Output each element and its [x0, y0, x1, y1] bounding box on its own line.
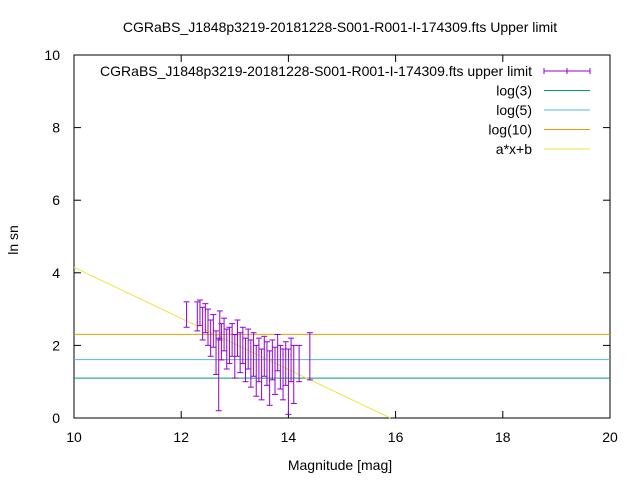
- errorbar-point: [221, 317, 228, 352]
- x-tick-label: 20: [602, 429, 618, 445]
- errorbar-point: [250, 332, 257, 377]
- errorbar-point: [280, 348, 287, 401]
- errorbar-point: [196, 299, 203, 326]
- x-tick-label: 18: [495, 429, 511, 445]
- legend-entry: log(10): [488, 122, 590, 138]
- y-axis-label: ln sn: [5, 225, 21, 255]
- y-tick-label: 8: [52, 120, 60, 136]
- errorbar-point: [207, 319, 214, 357]
- errorbar-point: [296, 344, 303, 383]
- errorbar-point: [239, 326, 246, 365]
- errorbar-point: [253, 344, 260, 397]
- errorbar-point: [258, 348, 265, 401]
- legend: CGRaBS_J1848p3219-20181228-S001-R001-I-1…: [100, 63, 591, 157]
- errorbar-point: [306, 332, 313, 381]
- errorbar-point: [290, 344, 297, 404]
- errorbar-point: [234, 319, 241, 357]
- legend-entry: log(5): [496, 102, 590, 118]
- legend-entry: log(3): [496, 83, 590, 99]
- legend-label: a*x+b: [496, 141, 532, 157]
- errorbar-point: [255, 337, 262, 383]
- errorbar-point: [263, 341, 270, 386]
- errorbar-point: [274, 334, 281, 372]
- plot-area-frame: [73, 54, 611, 419]
- plot-lines: [73, 266, 610, 419]
- y-tick-label: 0: [52, 410, 60, 426]
- x-tick-label: 10: [66, 429, 82, 445]
- errorbar-point: [245, 328, 252, 370]
- errorbar-point: [269, 339, 276, 381]
- errorbar-point: [199, 306, 206, 341]
- errorbar-series: [183, 299, 313, 415]
- y-tick-label: 6: [52, 192, 60, 208]
- errorbar-point: [183, 301, 190, 328]
- errorbar-point: [247, 339, 254, 388]
- x-tick-label: 16: [388, 429, 404, 445]
- errorbar-point: [215, 337, 222, 412]
- legend-label: log(10): [488, 122, 532, 138]
- errorbar-point: [282, 341, 289, 386]
- errorbar-point: [223, 328, 230, 370]
- errorbar-point: [229, 323, 236, 357]
- errorbar-point: [261, 335, 268, 377]
- errorbar-point: [242, 337, 249, 383]
- y-tick-label: 10: [44, 47, 60, 63]
- errorbar-point: [218, 323, 225, 361]
- x-tick-label: 12: [173, 429, 189, 445]
- legend-entry: a*x+b: [496, 141, 590, 157]
- legend-label: log(5): [496, 102, 532, 118]
- x-tick-label: 14: [281, 429, 297, 445]
- errorbar-point: [226, 326, 233, 365]
- errorbar-point: [194, 301, 201, 332]
- errorbar-point: [213, 330, 220, 375]
- y-tick-label: 4: [52, 265, 60, 281]
- legend-label: CGRaBS_J1848p3219-20181228-S001-R001-I-1…: [100, 63, 532, 79]
- x-axis-label: Magnitude [mag]: [288, 457, 392, 473]
- errorbar-point: [277, 344, 284, 390]
- errorbar-point: [237, 332, 244, 374]
- chart-title: CGRaBS_J1848p3219-20181228-S001-R001-I-1…: [123, 19, 557, 35]
- legend-entry: CGRaBS_J1848p3219-20181228-S001-R001-I-1…: [100, 63, 591, 79]
- y-tick-label: 2: [52, 337, 60, 353]
- x-axis: 10 12 14 16 18 20: [66, 55, 618, 445]
- errorbar-point: [202, 303, 209, 334]
- errorbar-point: [205, 308, 211, 346]
- y-axis: 0 2 4 6 8 10: [44, 47, 610, 426]
- legend-label: log(3): [496, 83, 532, 99]
- errorbar-point: [266, 350, 273, 406]
